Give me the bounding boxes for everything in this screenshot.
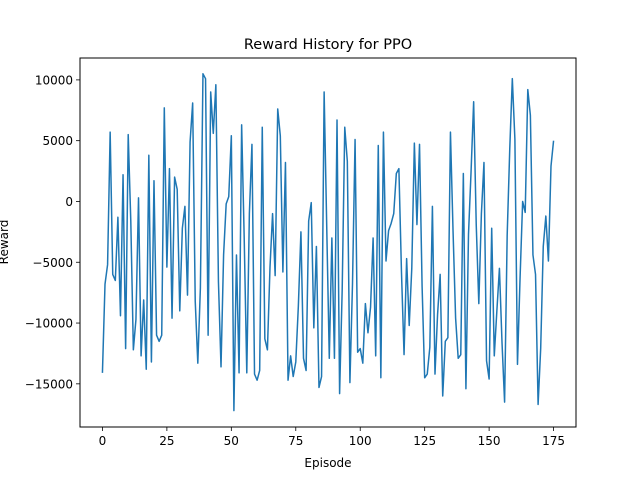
- plot-area: [101, 73, 555, 412]
- x-tick-label: 175: [542, 434, 565, 448]
- x-tick-label: 75: [288, 434, 303, 448]
- axes-frame: [79, 57, 577, 428]
- y-axis-label: Reward: [0, 220, 11, 265]
- y-tick-label: 0: [65, 195, 73, 209]
- y-tick-label: 5000: [42, 134, 73, 148]
- x-tick-label: 25: [159, 434, 174, 448]
- chart-title: Reward History for PPO: [244, 37, 412, 53]
- y-tick-label: −10000: [25, 317, 73, 331]
- x-tick-label: 50: [224, 434, 239, 448]
- x-tick-label: 0: [99, 434, 107, 448]
- x-axis-label: Episode: [304, 456, 351, 470]
- x-axis-ticks: 0 25 50 75 100 125 150 175: [99, 427, 565, 448]
- x-tick-label: 125: [413, 434, 436, 448]
- x-tick-label: 150: [478, 434, 501, 448]
- series-line-0: [101, 73, 555, 412]
- y-tick-label: 10000: [35, 73, 73, 87]
- y-axis-ticks: −15000 −10000 −5000 0 5000 10000: [25, 73, 80, 391]
- y-tick-label: −5000: [32, 256, 73, 270]
- y-tick-label: −15000: [25, 377, 73, 391]
- x-tick-label: 100: [349, 434, 372, 448]
